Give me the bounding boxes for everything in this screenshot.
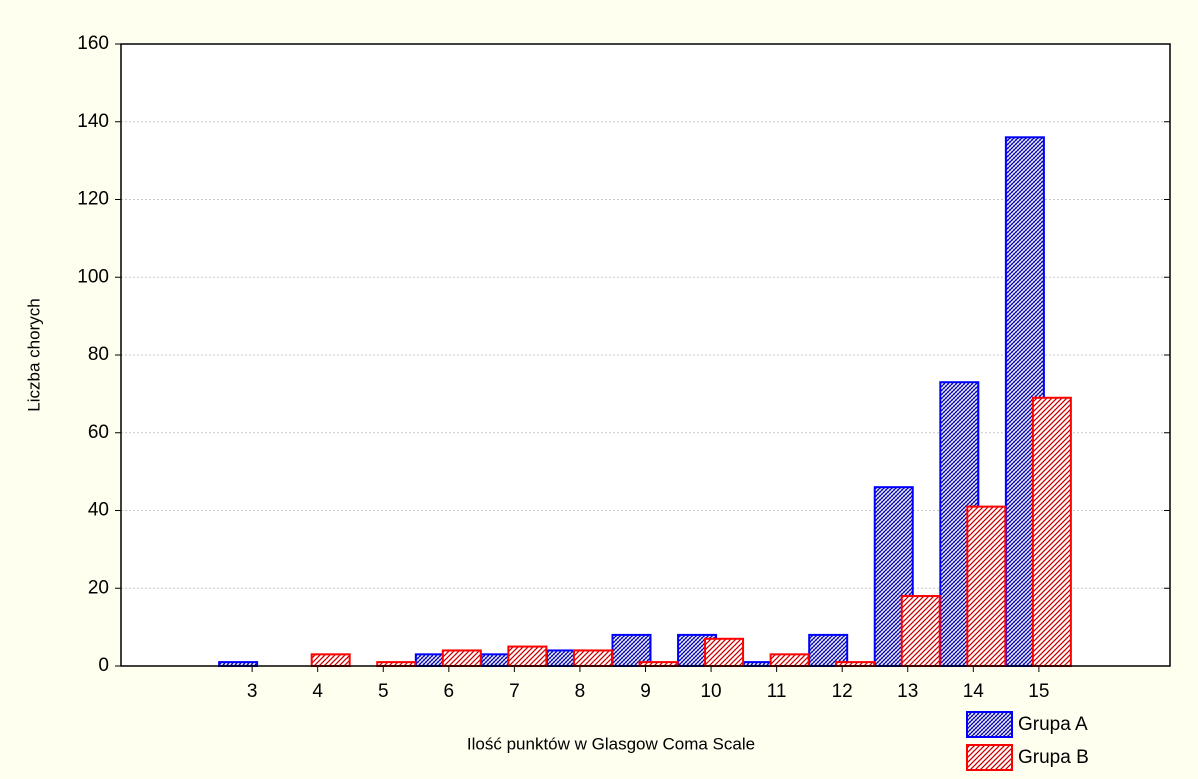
y-tick-label: 160 bbox=[77, 33, 109, 54]
x-tick-label: 3 bbox=[247, 681, 258, 702]
legend-swatch bbox=[966, 711, 1013, 738]
y-tick-label: 40 bbox=[88, 500, 109, 521]
y-tick-label: 20 bbox=[88, 577, 109, 598]
x-axis-label: Ilość punktów w Glasgow Coma Scale bbox=[467, 734, 755, 753]
x-tick-label: 10 bbox=[700, 681, 721, 702]
legend-label: Grupa A bbox=[1018, 714, 1088, 735]
x-tick-label: 6 bbox=[444, 681, 455, 702]
y-tick-label: 100 bbox=[77, 266, 109, 287]
bar bbox=[1031, 396, 1072, 667]
bar bbox=[704, 637, 745, 667]
bar bbox=[507, 645, 548, 667]
x-tick-label: 9 bbox=[640, 681, 651, 702]
bar bbox=[769, 653, 810, 668]
bar bbox=[572, 649, 613, 668]
y-tick-label: 60 bbox=[88, 422, 109, 443]
x-tick-label: 4 bbox=[312, 681, 323, 702]
x-tick-label: 5 bbox=[378, 681, 389, 702]
x-tick-label: 15 bbox=[1028, 681, 1049, 702]
bar bbox=[310, 653, 351, 668]
x-tick-label: 7 bbox=[509, 681, 520, 702]
x-tick-label: 14 bbox=[963, 681, 985, 702]
bar bbox=[900, 595, 941, 668]
y-tick-label: 80 bbox=[88, 344, 109, 365]
y-tick-label: 0 bbox=[98, 655, 109, 676]
x-tick-label: 12 bbox=[832, 681, 853, 702]
y-axis-label: Liczba chorych bbox=[24, 298, 43, 411]
bar bbox=[966, 505, 1007, 667]
bar bbox=[441, 649, 482, 668]
x-tick-label: 11 bbox=[767, 681, 787, 702]
plot-frame bbox=[120, 43, 1171, 667]
y-tick-label: 120 bbox=[77, 189, 109, 210]
y-tick-label: 140 bbox=[77, 111, 109, 132]
legend-swatch bbox=[966, 744, 1013, 771]
x-tick-label: 8 bbox=[575, 681, 586, 702]
bar bbox=[611, 633, 652, 668]
legend-label: Grupa B bbox=[1018, 747, 1089, 768]
x-tick-label: 13 bbox=[897, 681, 918, 702]
